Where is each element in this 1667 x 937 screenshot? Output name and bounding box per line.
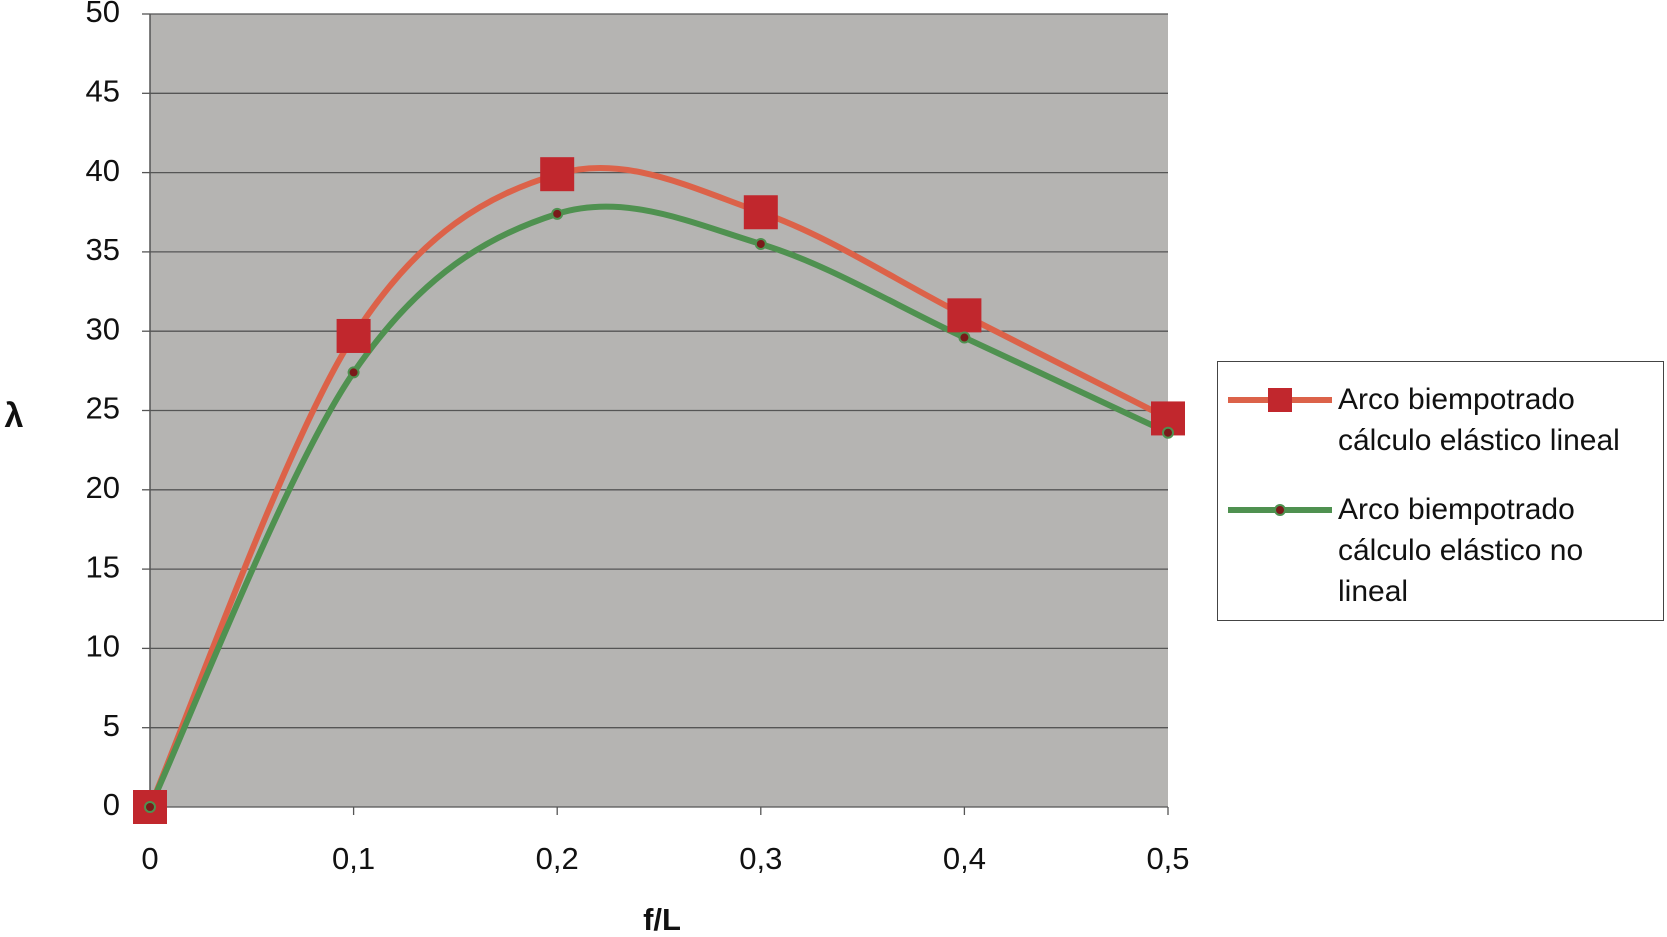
data-point <box>743 195 778 230</box>
y-tick-label: 45 <box>86 73 120 108</box>
data-point <box>347 366 360 379</box>
x-tick-label: 0,5 <box>1146 841 1189 876</box>
y-tick-label: 10 <box>86 629 120 664</box>
y-tick-label: 5 <box>103 708 120 743</box>
data-point <box>540 157 575 192</box>
y-tick-label: 0 <box>103 787 120 822</box>
legend-key <box>1228 388 1332 412</box>
data-point <box>754 237 767 250</box>
legend-label: Arco biempotrado cálculo elástico no lin… <box>1338 493 1584 608</box>
x-tick-label: 0 <box>141 841 158 876</box>
y-tick-label: 20 <box>86 470 120 505</box>
x-tick-label: 0,3 <box>739 841 782 876</box>
legend-marker <box>1268 388 1292 412</box>
data-point <box>144 801 156 813</box>
x-tick-label: 0,2 <box>536 841 579 876</box>
legend-key <box>1228 504 1332 516</box>
y-tick-label: 40 <box>86 153 120 188</box>
y-tick-label: 35 <box>86 232 120 267</box>
y-axis-label: λ <box>5 397 24 435</box>
legend: Arco biempotrado cálculo elástico lineal… <box>1217 361 1664 621</box>
legend-label: Arco biempotrado cálculo elástico lineal <box>1338 383 1620 457</box>
data-point <box>551 207 564 220</box>
data-point <box>1162 426 1174 439</box>
legend-marker <box>1274 504 1286 516</box>
x-tick-label: 0,1 <box>332 841 375 876</box>
y-tick-label: 50 <box>86 0 120 29</box>
data-point <box>336 318 371 353</box>
x-tick-label: 0,4 <box>943 841 986 876</box>
x-axis-label: f/L <box>643 902 681 937</box>
data-point <box>958 331 971 344</box>
y-tick-label: 30 <box>86 311 120 346</box>
y-tick-label: 15 <box>86 549 120 584</box>
data-point <box>947 298 982 333</box>
y-tick-label: 25 <box>86 391 120 426</box>
